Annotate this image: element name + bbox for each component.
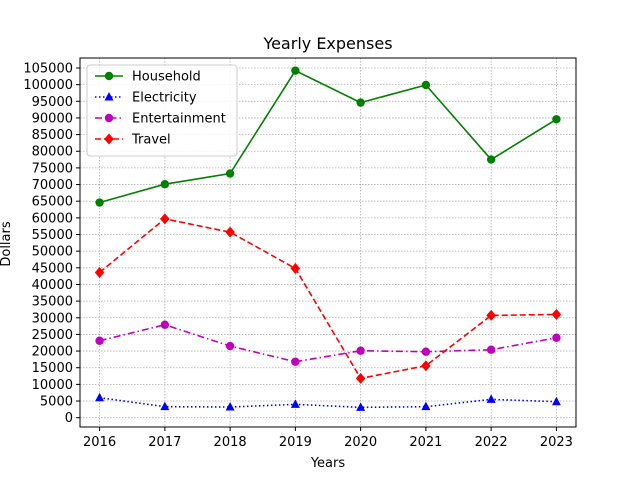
y-tick-label: 80000 [32, 145, 73, 160]
data-point-travel [160, 213, 170, 225]
y-tick-label: 85000 [32, 128, 73, 143]
y-tick-label: 45000 [32, 261, 73, 276]
data-point-electricity [486, 394, 496, 403]
data-point-household [160, 180, 170, 189]
y-tick-label: 70000 [32, 178, 73, 193]
legend-box [86, 64, 238, 157]
y-tick-label: 25000 [32, 328, 73, 343]
data-point-entertainment [486, 345, 496, 354]
y-tick-label: 15000 [32, 361, 73, 376]
data-point-electricity [225, 402, 235, 411]
chart-title: Yearly Expenses [262, 34, 392, 53]
data-point-household [225, 169, 235, 178]
x-tick-label: 2020 [344, 435, 377, 450]
legend-marker-entertainment [104, 113, 114, 123]
legend-label-electricity: Electricity [132, 91, 197, 106]
y-tick-label: 55000 [32, 228, 73, 243]
legend-marker-household [104, 71, 114, 81]
series-line-entertainment [99, 323, 557, 363]
data-point-electricity [421, 401, 431, 411]
y-tick-label: 50000 [32, 245, 73, 260]
data-point-entertainment [225, 341, 235, 351]
y-tick-label: 75000 [32, 161, 73, 176]
series-travel [94, 213, 562, 384]
data-point-entertainment [356, 346, 365, 355]
data-point-household [356, 98, 365, 107]
plot-frame [79, 57, 577, 428]
y-tick-label: 95000 [32, 95, 73, 110]
y-tick-label: 60000 [32, 211, 73, 226]
data-point-entertainment [160, 320, 170, 329]
data-point-electricity [290, 399, 300, 408]
y-tick-label: 30000 [32, 311, 73, 326]
x-tick-label: 2016 [83, 435, 116, 450]
y-tick-label: 105000 [23, 61, 73, 76]
x-tick-label: 2018 [214, 435, 247, 450]
data-point-entertainment [552, 333, 561, 342]
x-tick-label: 2019 [279, 435, 312, 450]
data-point-travel [225, 226, 235, 238]
series-entertainment [95, 320, 561, 366]
data-point-household [421, 80, 431, 90]
y-tick-label: 100000 [23, 78, 73, 93]
data-point-household [552, 115, 561, 124]
data-point-entertainment [95, 336, 104, 345]
legend-label-travel: Travel [131, 133, 171, 148]
data-point-travel [355, 372, 366, 384]
legend: Household Electricity Entertainment Travel [86, 64, 238, 157]
data-point-travel [421, 360, 431, 372]
y-tick-label: 35000 [32, 295, 73, 310]
y-tick-label: 65000 [32, 195, 73, 210]
series-line-household [99, 69, 557, 204]
series-line-travel [99, 217, 557, 380]
x-tick-label: 2022 [475, 435, 508, 450]
data-point-household [486, 155, 496, 164]
y-tick-label: 20000 [32, 345, 73, 360]
data-point-travel [486, 309, 496, 321]
data-point-travel [551, 308, 562, 320]
data-point-entertainment [421, 347, 431, 356]
legend-marker-electricity [104, 92, 114, 101]
data-point-entertainment [291, 357, 300, 366]
y-tick-label: 5000 [40, 395, 73, 410]
data-point-electricity [95, 392, 105, 402]
y-tick-label: 10000 [32, 378, 73, 393]
y-axis-title: Dollars [0, 221, 14, 266]
x-tick-label: 2021 [409, 435, 442, 450]
data-point-electricity [160, 401, 170, 411]
data-point-electricity [356, 402, 366, 411]
series-household [95, 66, 561, 207]
x-axis-title: Years [310, 456, 346, 471]
y-tick-label: 40000 [32, 278, 73, 293]
legend-marker-travel [104, 133, 114, 145]
data-point-travel [94, 266, 105, 278]
axes: 2016 2017 2018 2019 2020 2021 2022 2023 05000 100… [23, 57, 577, 450]
y-tick-label: 90000 [32, 111, 73, 126]
series-line-electricity [99, 396, 557, 409]
data-point-household [95, 198, 104, 207]
legend-label-entertainment: Entertainment [132, 112, 226, 127]
data-point-household [291, 66, 300, 75]
series-electricity [95, 392, 561, 411]
series-lines [94, 66, 562, 411]
data-point-electricity [551, 396, 561, 406]
legend-label-household: Household [132, 70, 201, 85]
x-tick-label: 2017 [148, 435, 181, 450]
y-tick-label: 0 [65, 411, 73, 426]
x-tick-label: 2023 [540, 435, 573, 450]
data-point-travel [290, 262, 301, 274]
